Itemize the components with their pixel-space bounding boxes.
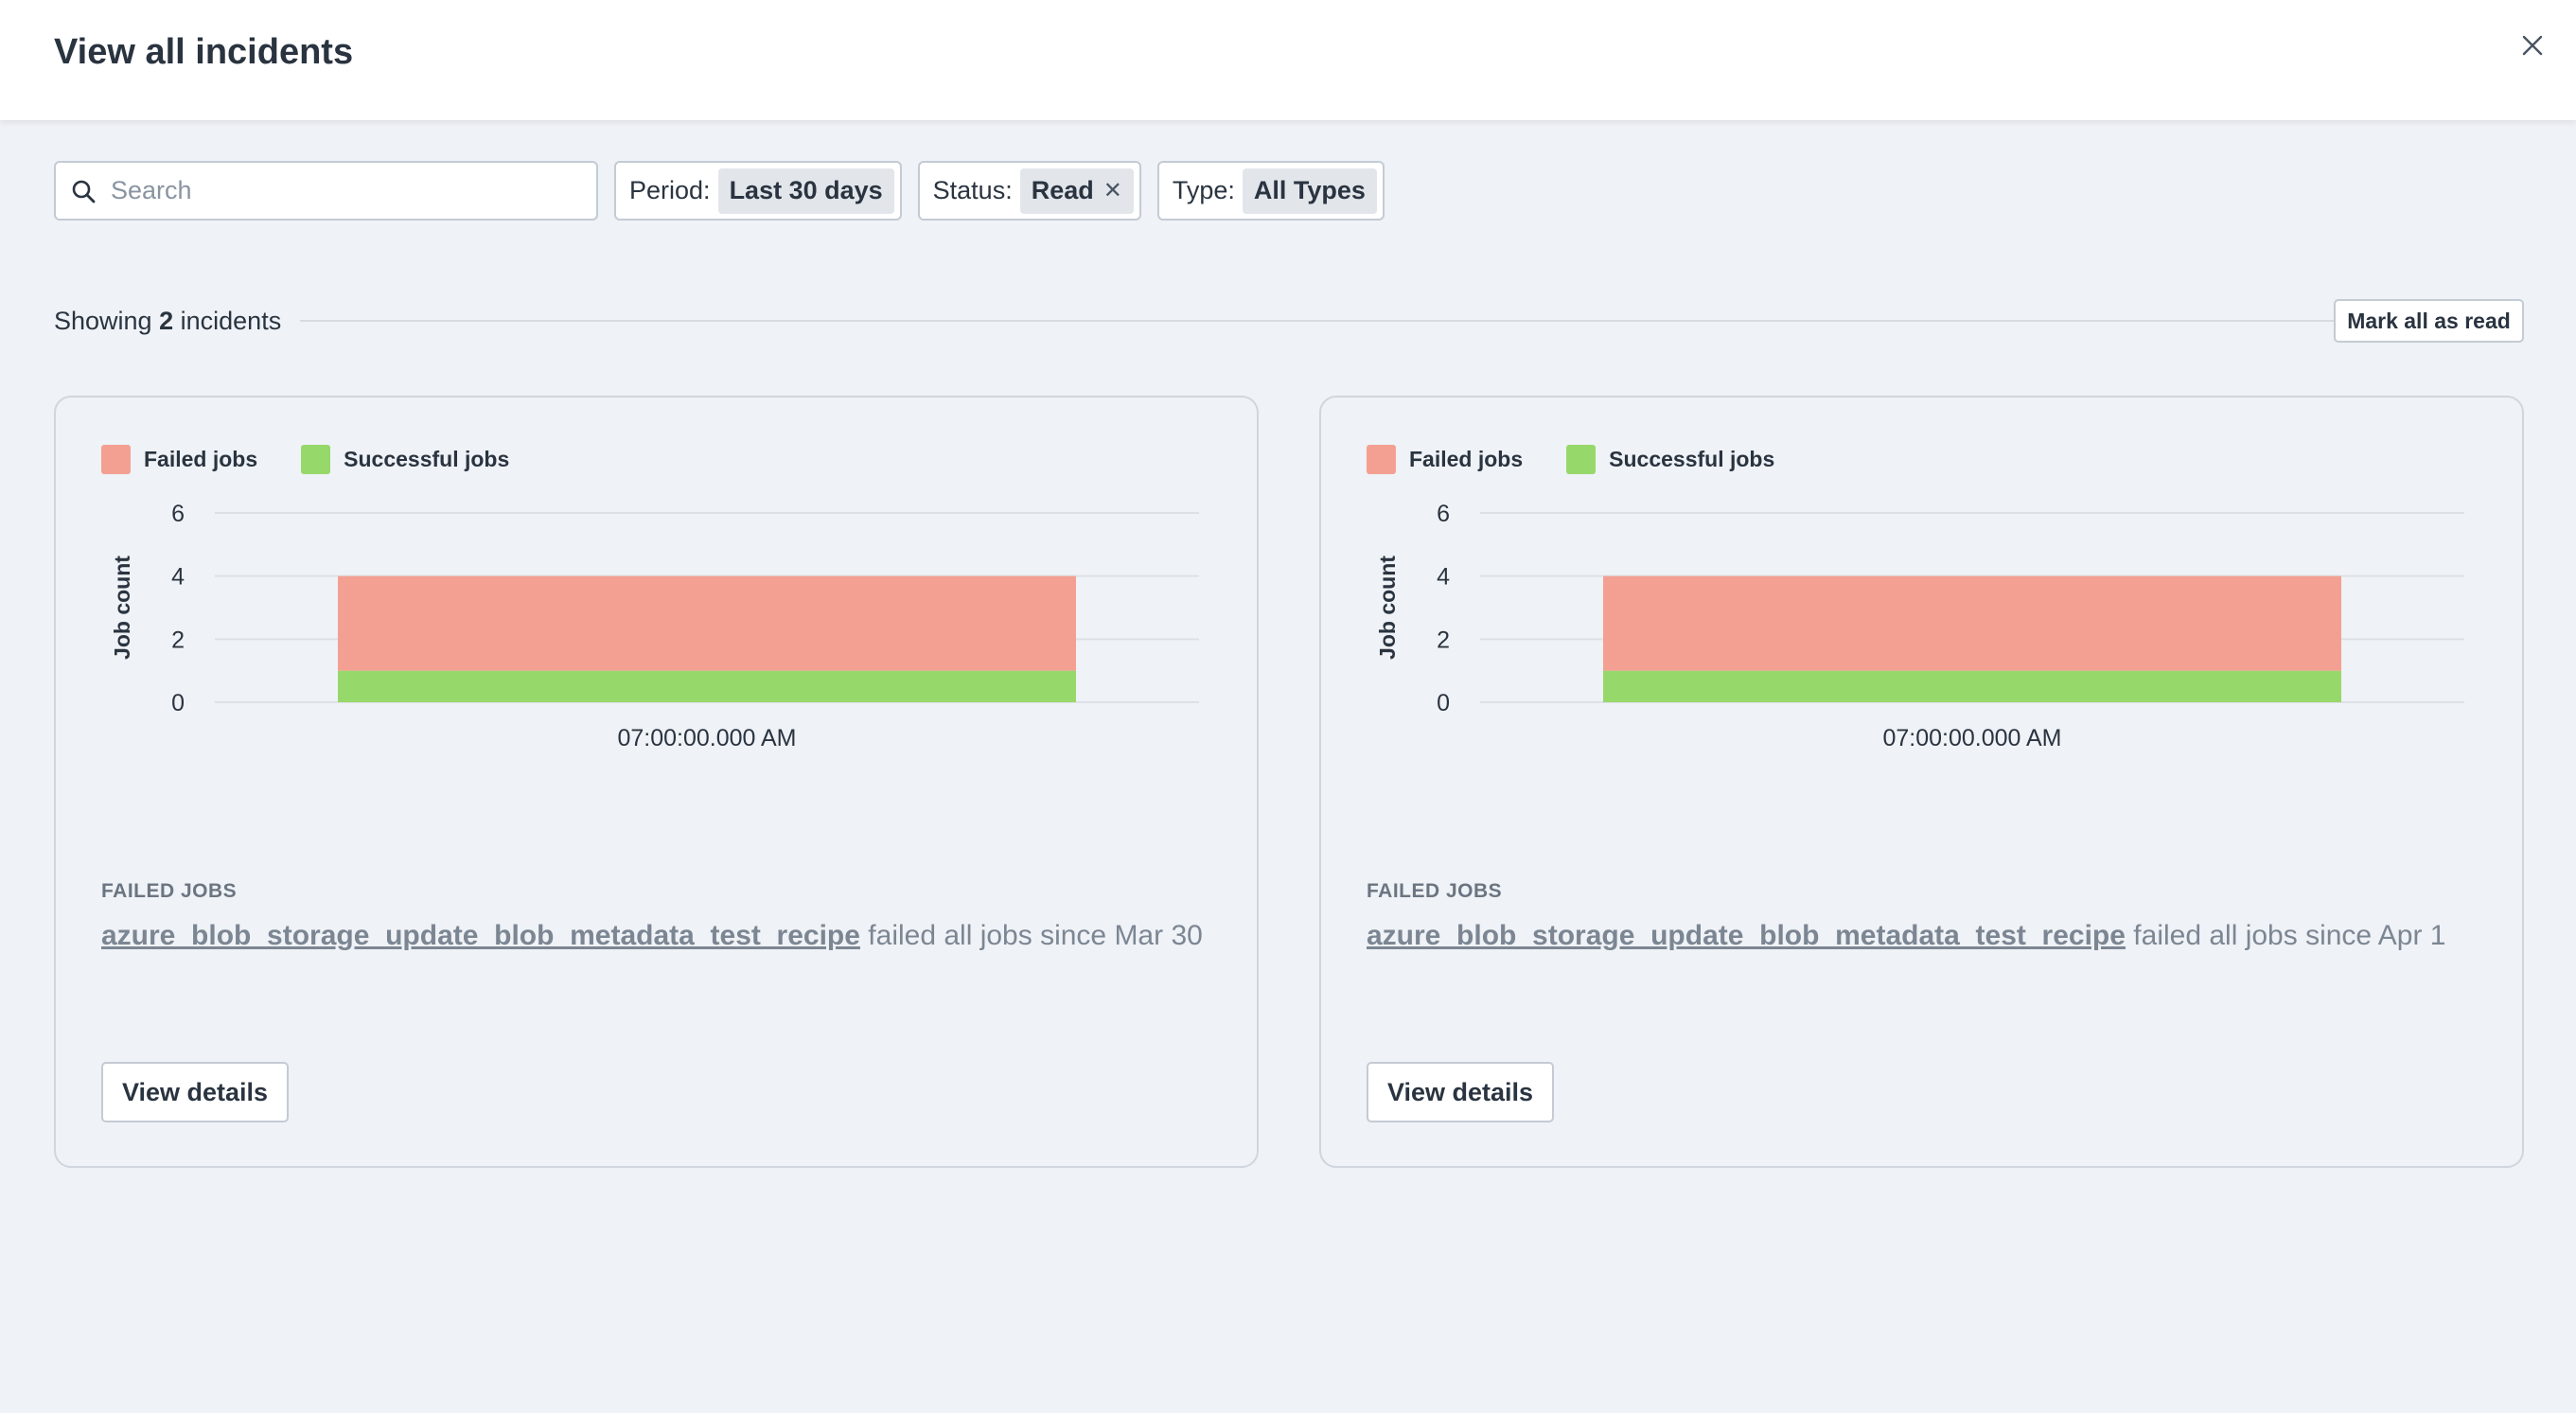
filter-bar: Period: Last 30 days Status: Read ✕ Type… — [54, 161, 1385, 221]
incidents-summary: Showing 2 incidents Mark all as read — [54, 299, 2524, 343]
y-tick-label: 2 — [171, 627, 185, 653]
view-details-button[interactable]: View details — [1367, 1062, 1554, 1122]
status-value-text: Read — [1031, 176, 1094, 204]
legend-item-failed[interactable]: Failed jobs — [101, 445, 257, 474]
divider — [300, 320, 2358, 322]
status-label: Status: — [932, 176, 1013, 204]
failed-jobs-message: azure_blob_storage_update_blob_metadata_… — [101, 920, 1203, 952]
job-count-chart: 0 2 4 6 Job count 07:00:00.000 AM — [110, 502, 1199, 748]
bar-segment — [338, 670, 1076, 702]
bar-segment — [338, 575, 1076, 671]
failed-jobs-heading: FAILED JOBS — [1367, 880, 1503, 902]
summary-prefix: Showing — [54, 307, 152, 335]
y-tick-label: 6 — [1437, 502, 1450, 527]
recipe-link[interactable]: azure_blob_storage_update_blob_metadata_… — [101, 920, 860, 951]
bar-segment — [1603, 670, 2341, 702]
mark-all-read-button[interactable]: Mark all as read — [2334, 299, 2524, 343]
failed-jobs-heading: FAILED JOBS — [101, 880, 238, 902]
status-value: Read ✕ — [1019, 168, 1134, 214]
legend-item-failed[interactable]: Failed jobs — [1367, 445, 1523, 474]
view-details-button[interactable]: View details — [101, 1062, 289, 1122]
close-icon[interactable] — [2521, 34, 2544, 57]
y-tick-label: 2 — [1437, 627, 1450, 653]
job-count-chart: 0 2 4 6 Job count 07:00:00.000 AM — [1375, 502, 2464, 748]
failed-since-text: failed all jobs since Mar 30 — [868, 920, 1203, 951]
type-label: Type: — [1172, 176, 1235, 204]
y-tick-label: 0 — [1437, 690, 1450, 716]
y-tick-label: 0 — [171, 690, 185, 716]
x-tick-label: 07:00:00.000 AM — [617, 725, 796, 748]
period-value-text: Last 30 days — [729, 176, 883, 204]
incident-card: Failed jobs Successful jobs 0 2 4 6 Job coun… — [54, 396, 1259, 1168]
incident-count-text: Showing 2 incidents — [54, 307, 281, 336]
successful-swatch — [1566, 445, 1597, 474]
recipe-link[interactable]: azure_blob_storage_update_blob_metadata_… — [1367, 920, 2126, 951]
type-value: All Types — [1242, 168, 1377, 214]
incident-card: Failed jobs Successful jobs 0 2 4 6 Job coun… — [1319, 396, 2524, 1168]
search-box[interactable] — [54, 161, 598, 221]
legend-failed-label: Failed jobs — [144, 447, 258, 471]
dialog-header: View all incidents — [0, 0, 2576, 120]
failed-swatch — [1367, 445, 1396, 474]
page-title: View all incidents — [54, 32, 354, 72]
chart-legend: Failed jobs Successful jobs — [1367, 445, 1774, 474]
type-value-text: All Types — [1253, 176, 1366, 204]
search-icon — [72, 180, 96, 203]
legend-successful-label: Successful jobs — [344, 447, 510, 471]
close-button[interactable] — [2512, 25, 2553, 66]
x-tick-label: 07:00:00.000 AM — [1882, 725, 2061, 748]
legend-successful-label: Successful jobs — [1609, 447, 1775, 471]
y-axis-label: Job count — [1375, 556, 1400, 660]
type-filter[interactable]: Type: All Types — [1156, 161, 1385, 221]
legend-item-successful[interactable]: Successful jobs — [301, 445, 509, 474]
incident-count: 2 — [159, 307, 174, 335]
successful-swatch — [301, 445, 331, 474]
legend-item-successful[interactable]: Successful jobs — [1566, 445, 1774, 474]
failed-since-text: failed all jobs since Apr 1 — [2133, 920, 2446, 951]
failed-jobs-message: azure_blob_storage_update_blob_metadata_… — [1367, 920, 2446, 952]
summary-suffix: incidents — [180, 307, 282, 335]
chart-legend: Failed jobs Successful jobs — [101, 445, 509, 474]
y-tick-label: 4 — [171, 564, 185, 591]
search-input[interactable] — [111, 176, 584, 205]
period-filter[interactable]: Period: Last 30 days — [614, 161, 902, 221]
bar-segment — [1603, 575, 2341, 671]
status-filter[interactable]: Status: Read ✕ — [917, 161, 1141, 221]
period-value: Last 30 days — [717, 168, 894, 214]
clear-status-icon[interactable]: ✕ — [1103, 178, 1122, 203]
failed-swatch — [101, 445, 131, 474]
y-axis-label: Job count — [110, 556, 134, 660]
y-tick-label: 6 — [171, 502, 185, 527]
legend-failed-label: Failed jobs — [1409, 447, 1524, 471]
period-label: Period: — [629, 176, 711, 204]
y-tick-label: 4 — [1437, 564, 1450, 591]
